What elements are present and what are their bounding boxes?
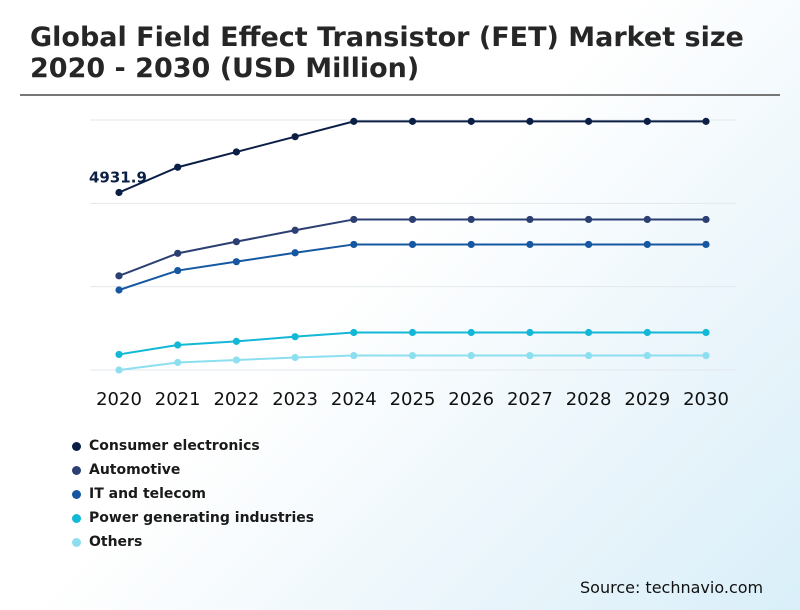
legend-item: Power generating industries [72,506,314,530]
data-point [585,117,593,125]
data-point [467,351,475,360]
data-point [115,286,123,294]
data-point [408,240,417,249]
legend-label: Consumer electronics [89,438,260,454]
series-automotive [115,215,710,280]
series-line [118,243,706,291]
data-point [585,215,593,224]
data-point [291,249,299,257]
x-axis-tick-labels: 2020 2021 2022 2023 2024 2025 2026 2027 2028 2029… [96,389,729,410]
data-point [232,238,240,246]
data-point [526,240,534,249]
data-point [115,272,123,280]
x-tick-label: 2030 [683,389,729,410]
data-point [232,337,240,345]
data-point [467,117,475,125]
legend-label: IT and telecom [89,486,206,502]
data-point [643,215,651,224]
legend-label: Automotive [89,462,181,478]
data-point [350,351,358,360]
title-divider [20,94,780,96]
data-point [350,215,358,224]
annotations: 4931.9 [89,169,147,187]
x-tick-label: 2028 [566,389,612,410]
x-tick-label: 2029 [624,389,670,410]
legend-label: Power generating industries [89,510,315,526]
data-point [526,215,534,224]
line-chart: 2020 2021 2022 2023 2024 2025 2026 2027 2028 2029… [89,117,736,410]
data-point [174,163,182,171]
data-point [174,341,182,349]
data-point [643,351,651,360]
data-point [115,188,123,197]
legend-dot-icon [72,489,81,499]
data-point [174,249,182,257]
legend-item: IT and telecom [72,482,314,506]
x-tick-label: 2023 [272,389,318,410]
x-tick-label: 2022 [213,389,259,410]
data-point [585,240,593,249]
x-tick-label: 2026 [448,389,494,410]
x-tick-label: 2027 [507,389,553,410]
data-point [526,328,534,337]
data-point [350,328,358,337]
x-tick-label: 2024 [331,389,377,410]
data-point [174,266,182,275]
chart-title: Global Field Effect Transistor (FET) Mar… [30,22,744,84]
data-point [643,240,651,249]
data-point [408,215,417,224]
series-others [115,351,710,374]
data-point [702,328,710,337]
data-point [702,240,710,249]
legend-dot-icon [72,441,81,451]
series-it-and-telecom [115,240,710,294]
data-point [467,240,475,249]
legend-item: Others [72,530,314,554]
data-point [291,333,299,341]
data-point [408,328,417,337]
data-label: 4931.9 [89,169,147,187]
legend-dot-icon [72,513,81,523]
data-point [232,258,240,266]
x-tick-label: 2020 [96,389,142,410]
data-point [702,351,710,360]
data-point [408,117,417,125]
series-line [118,120,706,194]
data-point [702,215,710,224]
legend-item: Automotive [72,458,314,482]
data-point [291,353,299,362]
data-point [232,356,240,364]
legend-item: Consumer electronics [72,434,314,458]
x-tick-label: 2021 [155,389,201,410]
data-point [291,226,299,234]
legend-dot-icon [72,537,81,547]
data-point [115,366,123,374]
data-point [291,133,299,141]
data-point [174,358,182,367]
chart-legend: Consumer electronics Automotive IT and tel… [72,434,314,554]
series-consumer-electronics [115,117,710,197]
legend-label: Others [89,534,143,550]
data-point [232,148,240,156]
data-point [702,117,710,125]
data-point [467,215,475,224]
data-point [526,117,534,125]
data-point [585,351,593,360]
series-power-generating-industries [115,328,710,359]
source-note: Source: technavio.com [580,578,764,597]
data-point [350,240,358,249]
data-point [408,351,417,360]
data-point [467,328,475,337]
data-point [585,328,593,337]
series-lines [115,117,710,374]
data-point [350,117,358,125]
data-point [643,117,651,125]
data-point [115,350,123,359]
x-tick-label: 2025 [390,389,436,410]
data-point [643,328,651,337]
data-point [526,351,534,360]
legend-dot-icon [72,465,81,475]
